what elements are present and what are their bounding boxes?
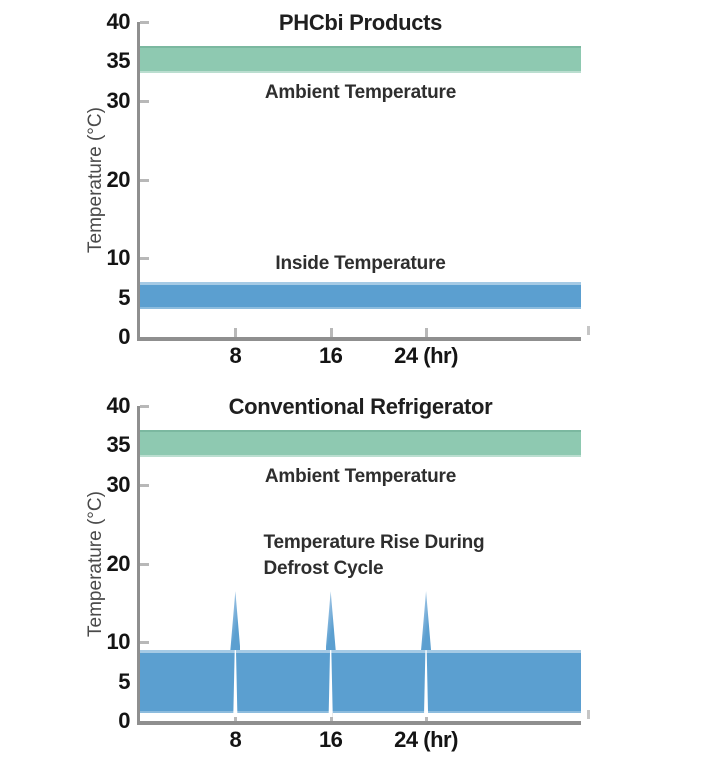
- inside-band-label: Inside Temperature: [275, 252, 446, 274]
- defrost-spike: [421, 591, 432, 651]
- y-tick-label: 40: [106, 9, 131, 34]
- y-tick-mark: [140, 21, 149, 24]
- y-tick-label: 0: [118, 324, 130, 349]
- x-tick-label: 24 (hr): [394, 727, 458, 752]
- x-tick-mark: [329, 328, 333, 337]
- y-tick-label: 40: [106, 393, 131, 418]
- y-tick-mark: [140, 99, 149, 103]
- ambient-band-label: Ambient Temperature: [264, 466, 457, 488]
- chart-title: PHCbi Products: [278, 10, 443, 35]
- y-tick-label: 30: [106, 87, 131, 113]
- y-tick-mark: [140, 405, 149, 408]
- ambient-temperature-band: [140, 429, 581, 458]
- y-tick-label: 10: [106, 245, 131, 271]
- ambient-band-label: Ambient Temperature: [264, 82, 457, 104]
- x-tick-label: 8: [229, 727, 242, 752]
- defrost-spike: [325, 591, 336, 651]
- ambient-temperature-band: [140, 45, 581, 74]
- chart-conventional-refrigerator: Temperature (°C) Conventional Refrigerat…: [0, 386, 726, 758]
- y-tick-label: 5: [118, 284, 130, 310]
- axis-end-tick: [587, 710, 590, 719]
- y-tick-label: 5: [118, 668, 130, 694]
- defrost-spike: [230, 591, 241, 651]
- y-tick-label: 10: [106, 629, 131, 655]
- x-tick-label: 16: [318, 343, 343, 368]
- defrost-annotation: Temperature Rise During Defrost Cycle: [263, 530, 484, 581]
- y-axis-label: Temperature (°C): [85, 107, 106, 253]
- inside-temperature-band: [140, 281, 581, 310]
- y-tick-mark: [140, 562, 149, 566]
- x-tick-label: 8: [229, 343, 242, 368]
- y-axis-label: Temperature (°C): [85, 491, 106, 637]
- y-tick-label: 20: [106, 550, 131, 576]
- defrost-spike-notch: [423, 650, 429, 718]
- y-tick-mark: [140, 483, 149, 487]
- y-tick-label: 20: [106, 166, 131, 192]
- chart-phcbi-products: Temperature (°C) PHCbi Products 0 5 10 20 30…: [0, 2, 726, 374]
- y-tick-label: 30: [106, 471, 131, 497]
- x-tick-label: 16: [318, 727, 343, 752]
- inside-temperature-band: [140, 650, 581, 714]
- plot-area-conventional: Conventional Refrigerator 0 5 10 20 30 35 40 8 1…: [107, 394, 590, 751]
- defrost-spike-notch: [233, 650, 238, 718]
- chart-title: Conventional Refrigerator: [228, 394, 493, 419]
- y-tick-mark: [140, 257, 149, 261]
- y-tick-label: 35: [106, 432, 131, 458]
- axis-end-tick: [587, 326, 590, 335]
- y-tick-mark: [140, 178, 149, 182]
- y-tick-label: 0: [118, 708, 130, 733]
- x-tick-mark: [425, 328, 429, 337]
- x-tick-mark: [234, 328, 238, 337]
- defrost-spike-notch: [328, 650, 333, 718]
- defrost-annotation-line: Temperature Rise During: [263, 532, 485, 554]
- y-tick-mark: [140, 641, 149, 645]
- y-tick-label: 35: [106, 48, 131, 74]
- defrost-annotation-line: Defrost Cycle: [263, 558, 384, 580]
- x-tick-label: 24 (hr): [394, 343, 458, 368]
- plot-area-phcbi: PHCbi Products 0 5 10 20 30 35 40 8 16 24 (hr) Amb…: [107, 10, 590, 367]
